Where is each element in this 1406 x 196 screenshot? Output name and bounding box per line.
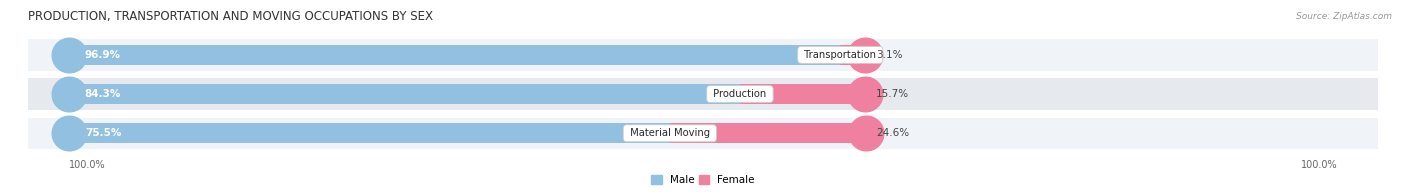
Text: 3.1%: 3.1% — [876, 50, 903, 60]
Bar — [28, 39, 1378, 71]
Legend: Male, Female: Male, Female — [651, 175, 755, 185]
Text: 24.6%: 24.6% — [876, 128, 910, 138]
Text: Source: ZipAtlas.com: Source: ZipAtlas.com — [1296, 12, 1392, 21]
Text: 100.0%: 100.0% — [69, 160, 105, 170]
Text: 15.7%: 15.7% — [876, 89, 908, 99]
Bar — [841, 45, 865, 65]
Text: Production: Production — [710, 89, 769, 99]
Bar — [28, 118, 1378, 149]
Text: Material Moving: Material Moving — [627, 128, 713, 138]
Bar — [69, 123, 669, 143]
Text: 96.9%: 96.9% — [84, 50, 121, 60]
Bar — [28, 78, 1378, 110]
Bar — [669, 123, 866, 143]
Bar — [740, 84, 865, 104]
Text: Transportation: Transportation — [801, 50, 879, 60]
Bar — [69, 84, 740, 104]
Text: PRODUCTION, TRANSPORTATION AND MOVING OCCUPATIONS BY SEX: PRODUCTION, TRANSPORTATION AND MOVING OC… — [28, 10, 433, 23]
Bar — [69, 45, 841, 65]
Text: 84.3%: 84.3% — [84, 89, 121, 99]
Text: 100.0%: 100.0% — [1301, 160, 1337, 170]
Text: 75.5%: 75.5% — [84, 128, 121, 138]
